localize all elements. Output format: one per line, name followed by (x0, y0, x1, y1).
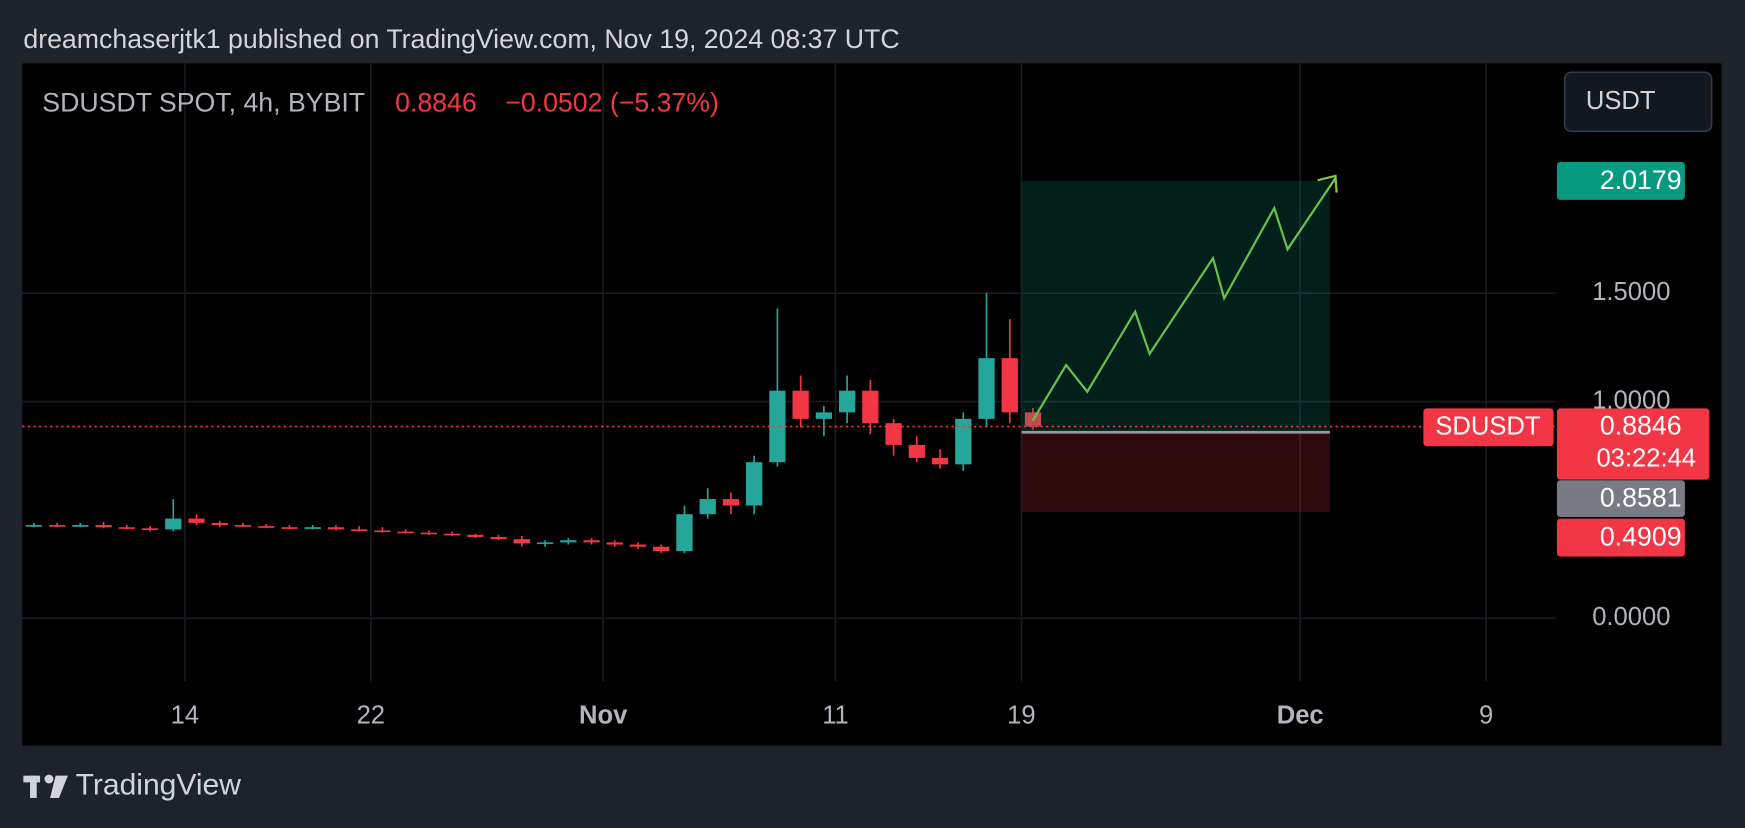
candle-body (955, 418, 972, 465)
candle-body (234, 525, 252, 527)
logo-part (30, 775, 37, 798)
candle-body (25, 525, 43, 527)
x-tick-label: 14 (171, 701, 199, 729)
candle-body (281, 527, 298, 529)
publish-line: dreamchaserjtk1 published on TradingView… (23, 24, 899, 54)
candle-body (258, 526, 275, 528)
brand: TradingView (76, 769, 242, 802)
overlay: 2.0179 0.8846 03:22:44 SDUSDT 0.8581 0.4909 (22, 162, 1710, 557)
candle-body (48, 525, 66, 527)
candle-body (885, 423, 902, 445)
candle-body (838, 390, 856, 413)
symbol-label: SDUSDT (1435, 412, 1541, 440)
candle-body (72, 525, 89, 527)
candle-body (490, 536, 507, 540)
target-zone (1021, 180, 1330, 433)
x-tick-label: Dec (1277, 701, 1324, 729)
x-tick-label: 19 (1007, 701, 1035, 729)
price-change: −0.0502 (−5.37%) (505, 88, 719, 118)
candle-body (908, 444, 925, 458)
symbol-badge (1423, 408, 1554, 447)
candle-body (978, 358, 995, 419)
candle-body (397, 531, 414, 534)
candle-body (95, 525, 112, 528)
stop-zone (1021, 432, 1330, 512)
candle-body (606, 542, 623, 545)
last-price: 0.8846 (395, 88, 477, 118)
candle-body (211, 522, 228, 526)
x-tick-label: 9 (1479, 701, 1493, 729)
x-tick-label: Nov (579, 701, 628, 729)
countdown: 03:22:44 (1596, 444, 1696, 472)
currency-label[interactable]: USDT (1586, 87, 1656, 115)
candle-body (467, 534, 484, 537)
candle-body (188, 518, 205, 523)
x-tick-label: 11 (822, 701, 849, 729)
candle-body (165, 518, 182, 530)
candle-body (420, 532, 438, 535)
candle-body (931, 457, 949, 465)
candle-body (583, 540, 600, 543)
entry-label: 0.8581 (1600, 483, 1682, 513)
candle-body (792, 390, 809, 419)
x-tick-label: 22 (357, 701, 385, 729)
candle-body (862, 390, 879, 424)
y-tick-label: 1.0000 (1592, 386, 1670, 414)
entry-badge (1556, 480, 1685, 517)
candle-body (513, 539, 530, 544)
stop-badge (1556, 518, 1685, 557)
candle-body (815, 412, 833, 419)
target-label: 2.0179 (1600, 165, 1682, 195)
candle-body (118, 527, 135, 529)
logo-part (44, 774, 54, 784)
candle-body (327, 527, 345, 530)
candle-body (536, 542, 554, 545)
candle-body (722, 499, 740, 506)
logo (23, 774, 68, 798)
arrow-head (1317, 174, 1338, 193)
candle-body (1001, 358, 1018, 413)
plot (25, 293, 1042, 554)
candle-body (304, 527, 321, 529)
candle-body (141, 528, 159, 530)
last-price-label: 0.8846 (1600, 411, 1682, 441)
projection-arrow (1031, 177, 1337, 422)
candle-body (443, 533, 461, 536)
grid (22, 63, 1556, 682)
last-price-badge (1556, 408, 1710, 480)
target-badge (1556, 162, 1685, 200)
logo-part (50, 775, 68, 798)
candle-body (351, 529, 368, 532)
y-tick-label: 0.0000 (1592, 603, 1670, 631)
candle-body (699, 499, 716, 515)
candle-body (653, 546, 670, 552)
stop-label: 0.4909 (1600, 522, 1682, 552)
candle-body (769, 390, 786, 463)
candle-body (676, 514, 693, 552)
y-tick-label: 1.5000 (1592, 278, 1670, 306)
candle-body (746, 462, 763, 506)
currency-button[interactable] (1563, 71, 1713, 133)
candle-body (374, 530, 391, 533)
candle-body (560, 540, 577, 543)
candle-body (629, 544, 647, 547)
symbol-title: SDUSDT SPOT, 4h, BYBIT (42, 88, 365, 118)
